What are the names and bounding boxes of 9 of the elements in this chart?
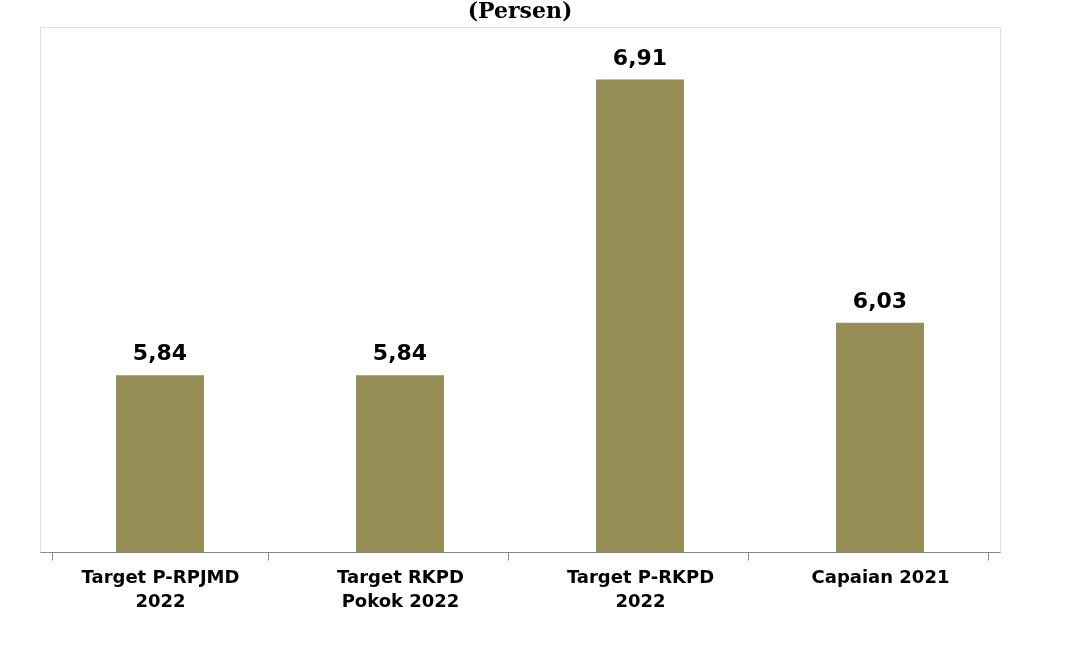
x-tick-label: Target RKPD Pokok 2022 [337,565,464,611]
chart-title: (Persen) [467,0,573,23]
data-label: 6,91 [612,44,668,70]
data-label: 5,84 [132,340,188,366]
x-tick-label: Target P-RKPD 2022 [566,565,715,611]
data-label: 5,84 [372,340,428,366]
x-tick-label: Target P-RPJMD 2022 [81,565,240,611]
x-tick-label: Capaian 2021 [811,565,950,587]
data-label: 6,03 [852,287,908,313]
